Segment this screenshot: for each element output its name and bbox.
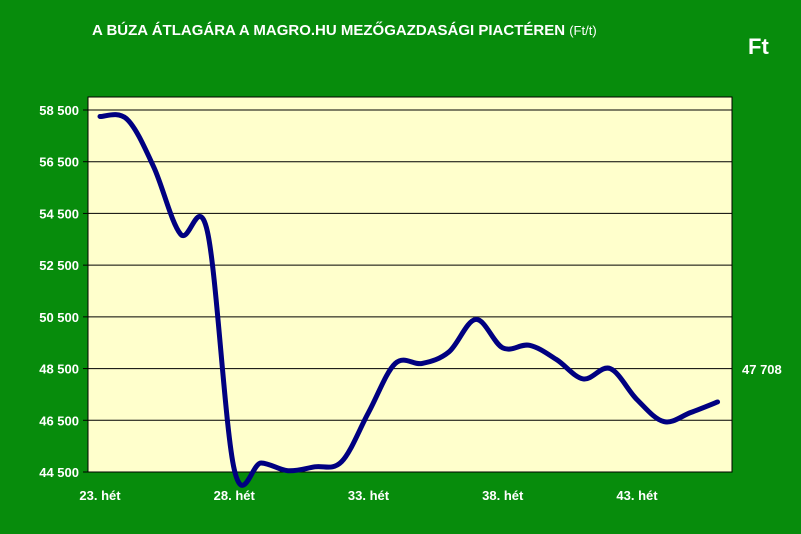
chart-title: A BÚZA ÁTLAGÁRA A MAGRO.HU MEZŐGAZDASÁGI… (92, 22, 597, 39)
y-axis-ticks: 44 500 46 500 48 500 50 500 52 500 54 500 56 5… (39, 103, 88, 480)
y-tick-label: 48 500 (39, 362, 79, 377)
x-axis-ticks: 23. hét 28. hét 33. hét 38. hét 43. hét (79, 488, 658, 503)
y-tick-label: 56 500 (39, 155, 79, 170)
last-value-label: 47 708 (742, 362, 782, 377)
y-tick-label: 50 500 (39, 310, 79, 325)
x-tick-label: 43. hét (616, 488, 658, 503)
y-tick-label: 58 500 (39, 103, 79, 118)
x-tick-label: 33. hét (348, 488, 390, 503)
x-tick-label: 23. hét (79, 488, 121, 503)
y-tick-label: 46 500 (39, 413, 79, 428)
chart-title-unit: (Ft/t) (569, 23, 597, 38)
price-series-line (97, 112, 721, 488)
gridlines (88, 109, 732, 421)
plot-area (87, 96, 733, 473)
unit-label: Ft (748, 34, 769, 59)
x-tick-label: 38. hét (482, 488, 524, 503)
y-tick-label: 44 500 (39, 465, 79, 480)
x-tick-label: 28. hét (214, 488, 256, 503)
chart-title-text: A BÚZA ÁTLAGÁRA A MAGRO.HU MEZŐGAZDASÁGI… (92, 22, 566, 39)
y-tick-label: 52 500 (39, 258, 79, 273)
y-tick-label: 54 500 (39, 206, 79, 221)
